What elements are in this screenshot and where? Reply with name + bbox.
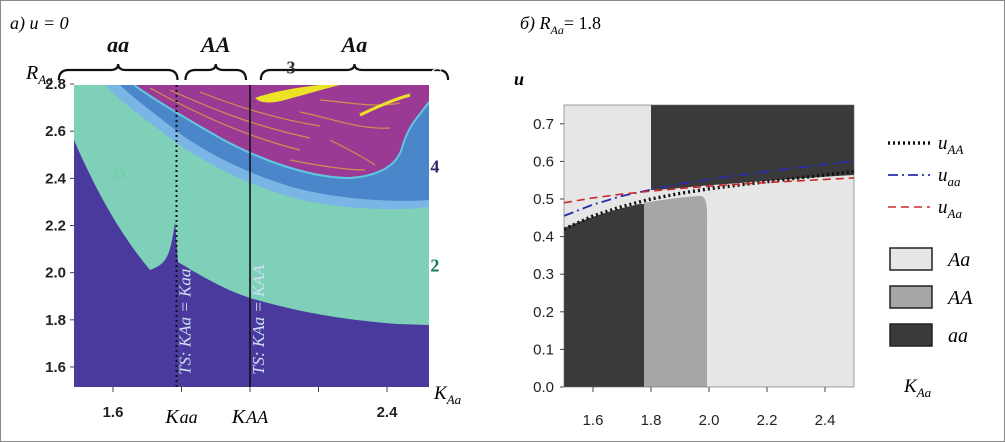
- chaotic-streaks: [149, 87, 401, 171]
- region-3: [255, 85, 340, 103]
- x-special-tick-label: Kaa: [164, 406, 197, 428]
- panel-a-xlabel: KAa: [433, 383, 462, 407]
- genotype-label: AA: [199, 32, 230, 57]
- tick-sub: aa: [180, 407, 198, 427]
- legend-line-label: uAA: [938, 133, 963, 157]
- legend-main: u: [938, 165, 948, 186]
- legend-sub: Aa: [947, 206, 963, 221]
- genotype-label: aa: [107, 32, 129, 57]
- y-tick-label: 1.6: [45, 359, 66, 376]
- genotype-brace: [184, 63, 248, 81]
- tick-sub: AA: [245, 407, 269, 427]
- legend-swatch-label: aa: [948, 325, 968, 347]
- panel-b: б) RAa= 1.8 u 0.0 0.1 0.2 0.3 0.4 0.5 0.6 0.7 1…: [514, 13, 973, 429]
- region-label: 4: [430, 157, 439, 177]
- x-tick-label: 2.0: [699, 412, 720, 429]
- y-tick-label: 2.8: [45, 76, 66, 93]
- region-aa-top: [651, 105, 854, 190]
- y-tick-label: 2.2: [45, 218, 66, 235]
- region-3-streak: [359, 93, 411, 117]
- y-tick-label: 0.1: [533, 341, 554, 358]
- y-tick-label: 0.3: [533, 266, 554, 283]
- x-tick-label: 2.4: [815, 412, 836, 429]
- y-tick-label: 2.0: [45, 265, 66, 282]
- legend-main: u: [938, 197, 948, 218]
- x-tick-label: 2.2: [757, 412, 778, 429]
- legend-swatch-label: AA: [946, 287, 973, 309]
- x-tick-label: 1.6: [583, 412, 604, 429]
- ts-line-label: TS: KAa = KAA: [249, 264, 268, 375]
- region-label: 1: [430, 357, 439, 377]
- region-label: C: [430, 65, 442, 85]
- tick-main: K: [231, 406, 247, 428]
- region-label: 3: [287, 58, 296, 78]
- legend-swatch: [889, 247, 933, 271]
- genotype-brace: [259, 63, 450, 81]
- panel-b-ylabel: u: [514, 69, 524, 89]
- region-C-border: [133, 85, 429, 180]
- panel-b-label: б) RAa= 1.8: [520, 13, 601, 37]
- star-marker-icon: ✩: [112, 164, 127, 184]
- legend-swatch-label: Aa: [946, 249, 970, 271]
- y-tick-label: 0.6: [533, 153, 554, 170]
- panel-b-plot-area: [564, 105, 854, 387]
- y-tick-label: 0.5: [533, 191, 554, 208]
- threshold-curve: [564, 177, 854, 204]
- x-tick-label: 1.6: [103, 404, 124, 421]
- y-tick-label: 2.4: [45, 170, 67, 187]
- legend-line-label: uAa: [938, 197, 962, 221]
- threshold-curve: [564, 160, 854, 217]
- panel-b-xlabel: KAa: [903, 376, 932, 400]
- panel-b-x-ticks: 1.6 1.8 2.0 2.2 2.4: [583, 387, 836, 429]
- y-tick-label: 2.6: [45, 123, 66, 140]
- y-tick-label: 0.0: [533, 379, 554, 396]
- region-AA: [644, 196, 708, 387]
- panel-a-ylabel: RAa: [25, 62, 53, 87]
- y-tick-label: 1.8: [45, 312, 66, 329]
- panel-a-plot-area: ✩ TS: KAa = Kaa TS: KAa = KAA: [74, 85, 429, 387]
- x-special-tick-label: KAA: [231, 406, 269, 428]
- region-label: 2: [430, 256, 439, 276]
- x-tick-label: 2.4: [377, 404, 399, 421]
- tick-main: K: [164, 406, 180, 428]
- y-tick-label: 0.4: [533, 229, 554, 246]
- panel-a-y-ticks: 1.6 1.8 2.0 2.2 2.4 2.6 2.8: [45, 76, 74, 376]
- legend-swatch: [889, 323, 933, 347]
- ts-line-label: TS: KAa = Kaa: [176, 269, 195, 375]
- x-tick-label: 1.8: [641, 412, 662, 429]
- legend-sub: aa: [948, 174, 962, 189]
- legend-line-label: uaa: [938, 165, 961, 189]
- threshold-curves: [564, 160, 854, 231]
- genotype-brace: [57, 63, 179, 81]
- genotype-label: Aa: [340, 32, 368, 57]
- panel-a-label: а) u = 0: [10, 13, 69, 34]
- legend-sub: AA: [947, 142, 964, 157]
- region-aa-bottom: [564, 204, 644, 387]
- panel-b-y-ticks: 0.0 0.1 0.2 0.3 0.4 0.5 0.6 0.7: [533, 116, 564, 396]
- legend-main: u: [938, 133, 948, 154]
- y-tick-label: 0.2: [533, 304, 554, 321]
- panel-a: а) u = 0 RAa aa AA Aa: [10, 13, 462, 428]
- legend-swatch: [889, 285, 933, 309]
- region-labels: 1 2 4 C 3: [287, 58, 443, 377]
- threshold-curve: [564, 169, 854, 231]
- y-tick-label: 0.7: [533, 116, 554, 133]
- ts-lines: TS: KAa = Kaa TS: KAa = KAA: [175, 85, 268, 387]
- genotype-braces: aa AA Aa: [57, 32, 450, 81]
